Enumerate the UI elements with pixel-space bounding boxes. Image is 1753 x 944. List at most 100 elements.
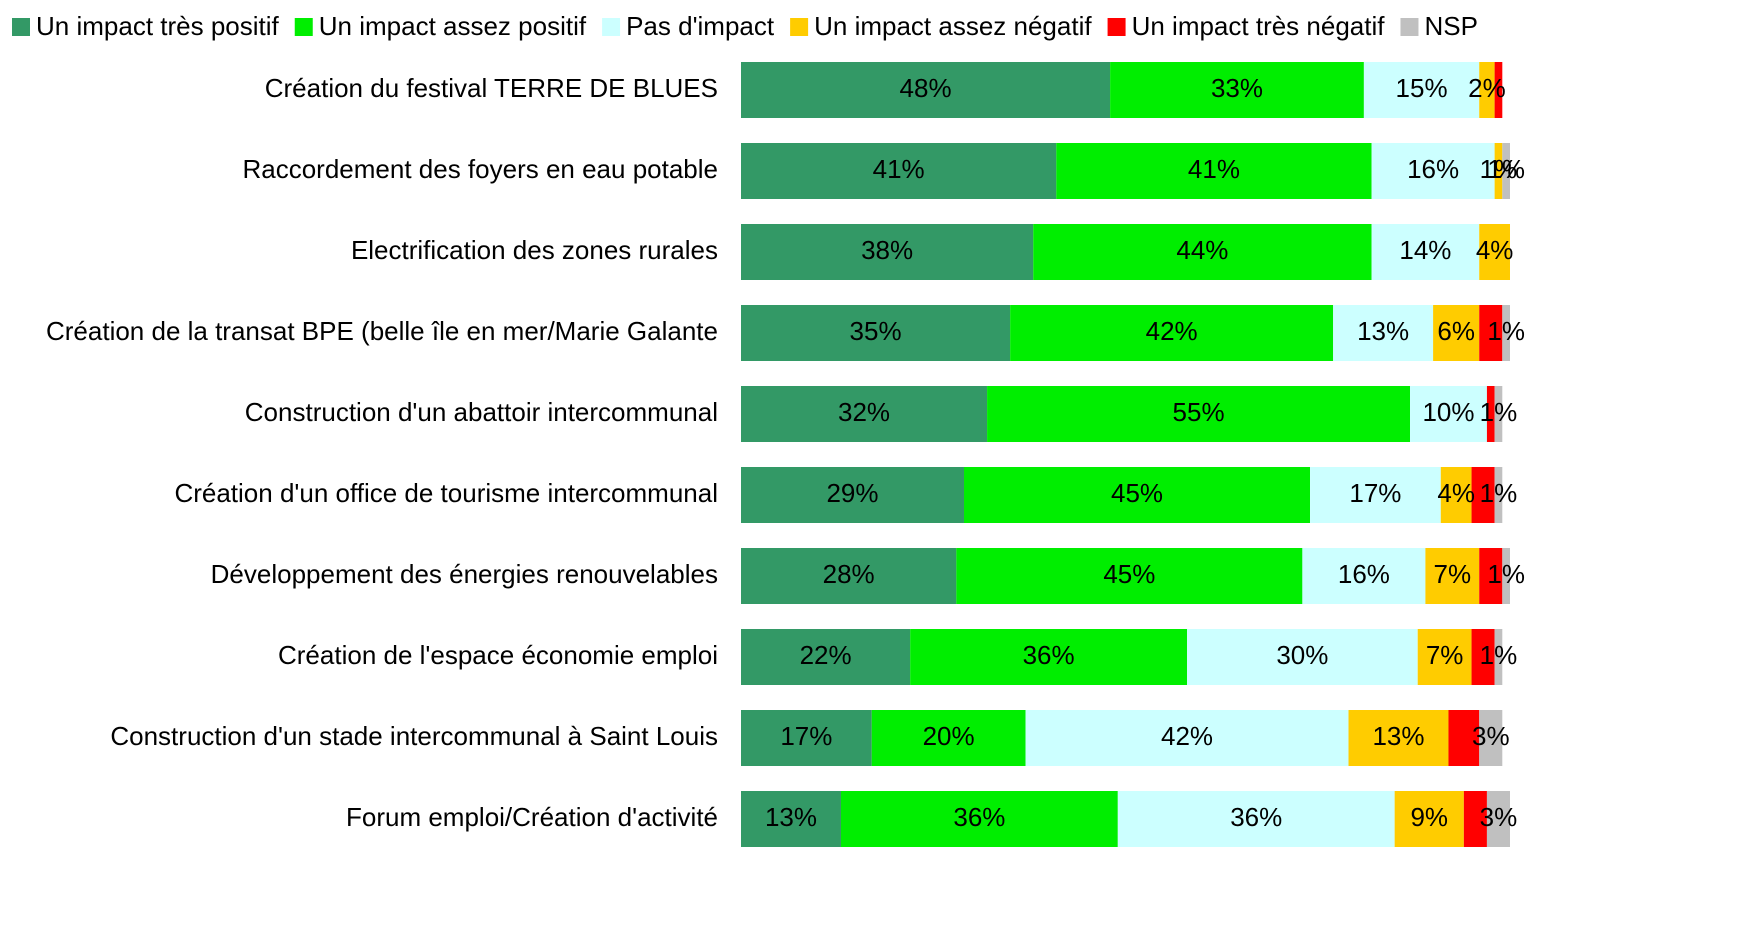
bar-segment — [1502, 548, 1510, 604]
bar-segment — [1371, 143, 1495, 199]
data-label: 42% — [1161, 721, 1213, 751]
data-label: 44% — [1176, 235, 1228, 265]
bar-segment — [1010, 305, 1334, 361]
bar-segment — [741, 629, 911, 685]
bar-segment — [1479, 548, 1503, 604]
bar-segment — [1471, 467, 1495, 523]
data-label: 1% — [1480, 478, 1518, 508]
data-label: 1% — [1480, 640, 1518, 670]
bar-segment — [741, 791, 841, 847]
data-label: 38% — [861, 235, 913, 265]
bar-segment — [1033, 224, 1372, 280]
bar-segment — [871, 710, 1026, 766]
data-label: 55% — [1173, 397, 1225, 427]
legend-label: Pas d'impact — [626, 11, 775, 41]
bar-segment — [1494, 62, 1503, 118]
legend-label: NSP — [1424, 11, 1477, 41]
bar-segment — [840, 791, 1118, 847]
category-label: Construction d'un stade intercommunal à … — [110, 721, 718, 751]
bar-segment — [1117, 791, 1395, 847]
category-label: Forum emploi/Création d'activité — [346, 802, 718, 832]
data-label: 45% — [1103, 559, 1155, 589]
bar-segment — [1502, 305, 1510, 361]
bar-segment — [1502, 143, 1510, 199]
category-label: Création de la transat BPE (belle île en… — [46, 316, 718, 346]
data-label: 35% — [850, 316, 902, 346]
bar-segment — [741, 305, 1011, 361]
data-label: 36% — [1023, 640, 1075, 670]
bar-segment — [1371, 224, 1480, 280]
bar-segment — [1494, 467, 1503, 523]
bar-segment — [741, 467, 965, 523]
bar-segment — [1056, 143, 1372, 199]
data-label: 36% — [1230, 802, 1282, 832]
category-label: Création d'un office de tourisme interco… — [174, 478, 718, 508]
data-label: 41% — [873, 154, 925, 184]
bar-segment — [1486, 791, 1510, 847]
category-label: Raccordement des foyers en eau potable — [242, 154, 718, 184]
bar-segment — [1348, 710, 1449, 766]
bar-segment — [1302, 548, 1426, 604]
data-label: 13% — [1357, 316, 1409, 346]
bar-segment — [1486, 386, 1495, 442]
data-label: 48% — [900, 73, 952, 103]
bar-segment — [1471, 629, 1495, 685]
bar-segment — [1494, 386, 1503, 442]
legend-label: Un impact assez positif — [319, 11, 587, 41]
data-label: 14% — [1399, 235, 1451, 265]
bar-segment — [987, 386, 1411, 442]
data-label: 42% — [1146, 316, 1198, 346]
bar-segment — [1410, 386, 1487, 442]
data-label: 3% — [1472, 721, 1510, 751]
data-label: 15% — [1396, 73, 1448, 103]
data-label: 1% — [1480, 154, 1518, 184]
bar-segment — [741, 224, 1034, 280]
bar-segment — [1479, 710, 1503, 766]
category-label: Développement des énergies renouvelables — [211, 559, 718, 589]
data-label: 28% — [823, 559, 875, 589]
bar-segment — [741, 548, 957, 604]
bar-segment — [1479, 305, 1503, 361]
legend-label: Un impact assez négatif — [814, 11, 1092, 41]
data-label: 9% — [1410, 802, 1448, 832]
bar-segment — [1310, 467, 1441, 523]
data-label: 10% — [1422, 397, 1474, 427]
category-label: Création de l'espace économie emploi — [278, 640, 718, 670]
legend-swatch — [602, 18, 621, 36]
data-label: 33% — [1211, 73, 1263, 103]
data-label: 22% — [800, 640, 852, 670]
data-label: 1% — [1487, 154, 1525, 184]
bar-segment — [956, 548, 1303, 604]
data-label: 41% — [1188, 154, 1240, 184]
bar-segment — [1440, 467, 1472, 523]
bar-segment — [1425, 548, 1480, 604]
data-label: 3% — [1480, 802, 1518, 832]
bar-segment — [910, 629, 1188, 685]
bar-segment — [1394, 791, 1464, 847]
data-label: 7% — [1426, 640, 1464, 670]
legend-swatch — [294, 18, 313, 36]
legend-swatch — [12, 18, 30, 36]
data-label: 2% — [1468, 73, 1506, 103]
data-label: 45% — [1111, 478, 1163, 508]
data-label: 4% — [1476, 235, 1514, 265]
legend-swatch — [1107, 18, 1126, 36]
data-label: 36% — [953, 802, 1005, 832]
bar-segment — [1417, 629, 1472, 685]
bar-segment — [1333, 305, 1434, 361]
data-label: 29% — [826, 478, 878, 508]
bar-segment — [741, 710, 872, 766]
data-label: 32% — [838, 397, 890, 427]
data-label: 17% — [1349, 478, 1401, 508]
data-label: 1% — [1480, 397, 1518, 427]
bar-segment — [1110, 62, 1364, 118]
bar-segment — [1463, 791, 1487, 847]
data-label: 17% — [780, 721, 832, 751]
bar-segment — [1433, 305, 1480, 361]
data-label: 16% — [1407, 154, 1459, 184]
bar-segment — [1494, 143, 1503, 199]
bar-segment — [741, 386, 988, 442]
data-label: 6% — [1437, 316, 1475, 346]
